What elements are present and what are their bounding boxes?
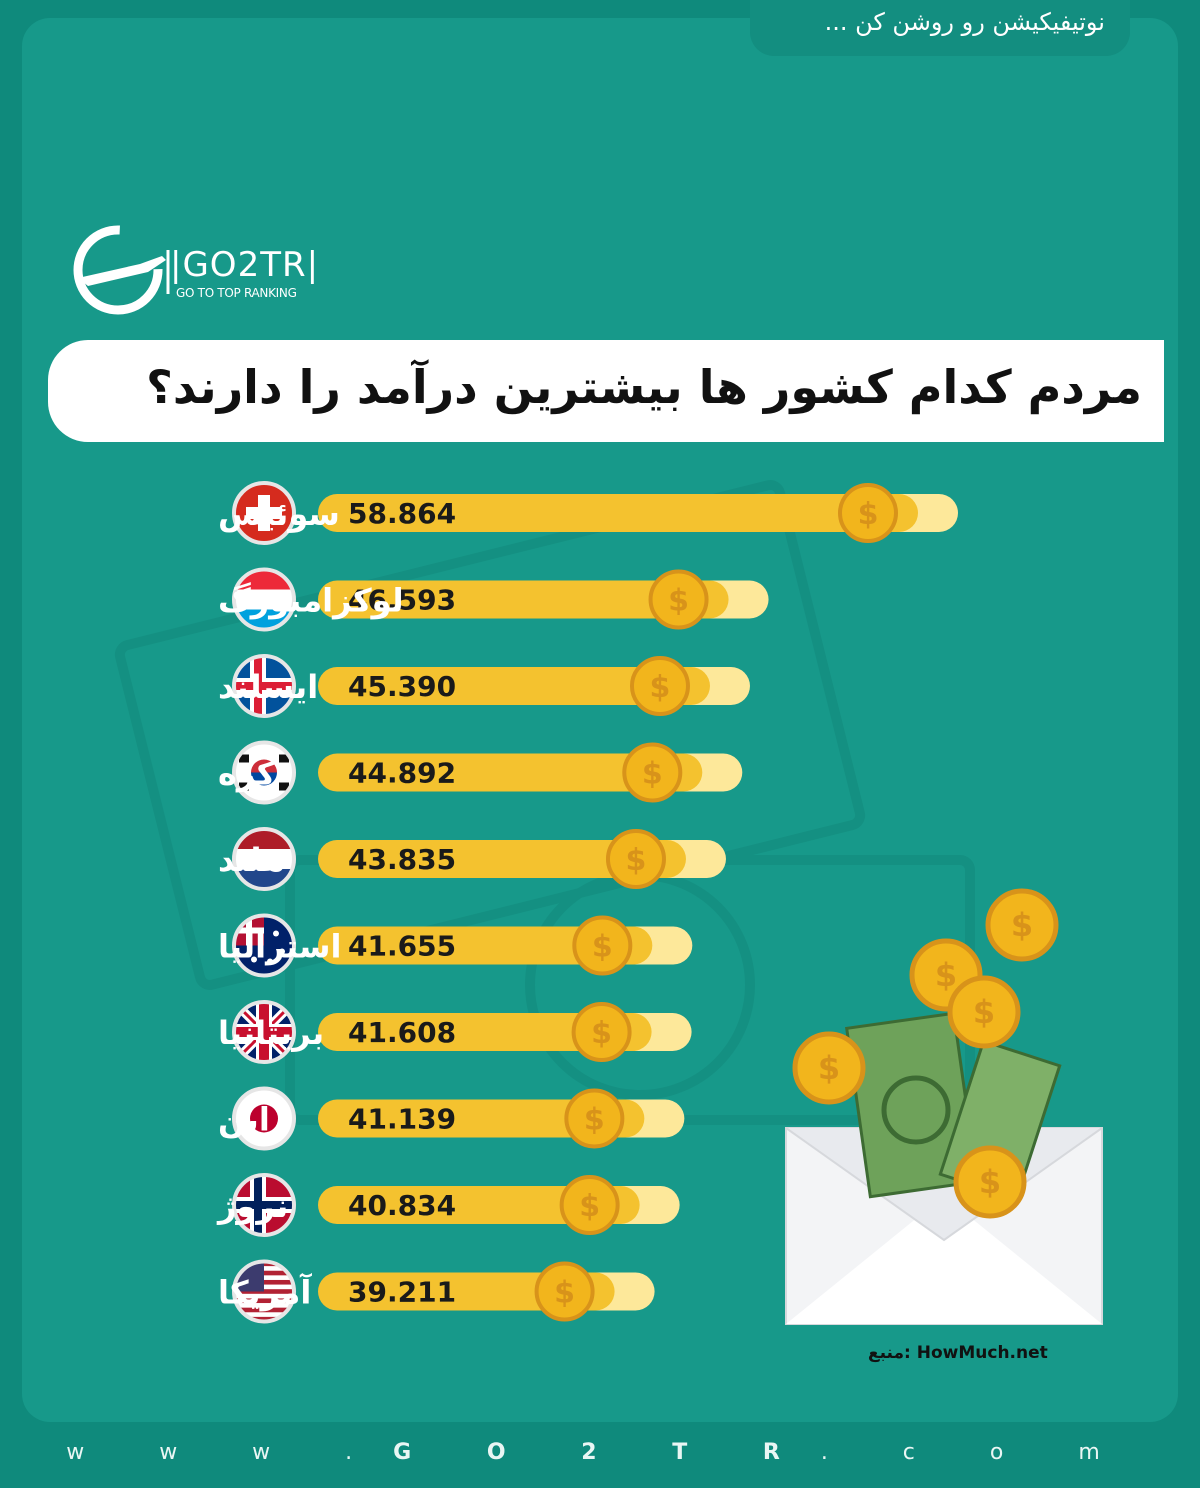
coin-icon	[605, 829, 666, 889]
flag-ring	[232, 1259, 296, 1324]
bar-row: 46.593 $ لوکزامبورگ	[218, 567, 769, 632]
title-banner	[48, 340, 1164, 442]
dollar-sign-icon: $	[858, 497, 879, 532]
country-label: ایسلند	[218, 668, 318, 706]
coin-icon	[534, 1261, 595, 1322]
bar-row: 40.834 $ نروژ	[216, 1173, 680, 1237]
footer-brand: G O 2 T R	[393, 1440, 814, 1465]
bar-value-label: 45.390	[348, 670, 456, 703]
bar-value-label: 41.608	[348, 1016, 456, 1049]
bar-value-label: 39.211	[348, 1276, 456, 1309]
flag-ring	[232, 1000, 296, 1064]
svg-text:$: $	[935, 956, 957, 994]
bar-value-label: 41.655	[348, 930, 456, 963]
country-label: لوکزامبورگ	[218, 582, 404, 620]
flag-ring	[232, 913, 296, 978]
dollar-sign-icon: $	[642, 757, 663, 792]
coin-icon	[572, 915, 633, 976]
money-envelope-illustration: $ $ $ $ $	[785, 888, 1103, 1325]
bar-value-label: 46.593	[348, 584, 456, 617]
flag-ring	[232, 654, 296, 718]
bar-row: 45.390 $ ایسلند	[218, 654, 750, 718]
notification-tab	[750, 0, 1130, 56]
income-bar	[318, 1186, 640, 1224]
bar-row: 41.139 $ ژاپن	[218, 1086, 685, 1151]
income-bar	[318, 494, 918, 532]
country-label: ژاپن	[218, 1101, 288, 1139]
income-bar	[318, 580, 729, 619]
dollar-sign-icon: $	[579, 1189, 600, 1224]
falling-coins: $ $ $ $ $	[792, 888, 1059, 1219]
logo-tagline: GO TO TOP RANKING	[176, 286, 297, 300]
svg-text:$: $	[979, 1163, 1001, 1201]
flag-ring	[232, 827, 296, 891]
dollar-sign-icon: $	[554, 1276, 575, 1311]
country-label: بریتانیا	[218, 1014, 324, 1052]
coin-icon	[571, 1002, 632, 1062]
country-label: هلند	[218, 841, 285, 879]
bar-value-label: 41.139	[348, 1103, 456, 1136]
logo-name: |GO2TR|	[170, 245, 320, 285]
dollar-sign-icon: $	[584, 1103, 605, 1138]
bar-row: 58.864 $ سوئیس	[218, 481, 958, 545]
korea-flag-icon	[234, 742, 294, 803]
website-footer: w w w . G O 2 T R . c o m	[0, 1440, 1200, 1465]
norway-flag-icon	[234, 1175, 294, 1235]
bar-row: 44.892 $ کره	[218, 740, 743, 805]
chart-title: مردم کدام کشور ها بیشترین درآمد را دارند…	[146, 360, 1142, 414]
flag-ring	[232, 567, 296, 632]
coin-icon	[648, 569, 709, 630]
flag-ring	[232, 1086, 296, 1151]
income-bar	[318, 1099, 645, 1138]
bar-row: 41.608 $ بریتانیا	[218, 1000, 692, 1064]
income-bar	[318, 926, 653, 965]
flag-ring	[232, 481, 296, 545]
income-bar	[318, 840, 686, 878]
coin-icon	[564, 1088, 625, 1149]
bar-value-label: 58.864	[348, 497, 456, 530]
dollar-sign-icon: $	[591, 1016, 612, 1051]
bar-row: 43.835 $ هلند	[218, 827, 726, 891]
coin-icon	[629, 656, 690, 716]
income-bar	[318, 1013, 652, 1051]
country-label: آمریکا	[218, 1273, 312, 1312]
switzerland-flag-icon	[234, 483, 294, 543]
bar-value-label: 44.892	[348, 757, 456, 790]
flag-ring	[232, 740, 296, 805]
bar-value-label: 40.834	[348, 1189, 456, 1222]
bar-value-label: 43.835	[348, 843, 456, 876]
flag-ring	[232, 1173, 296, 1237]
bar-row: 39.211 $ آمریکا	[218, 1259, 655, 1324]
coin-icon	[622, 742, 683, 803]
country-label: کره	[218, 755, 276, 793]
country-label: استرالیا	[218, 928, 341, 966]
dollar-sign-icon: $	[626, 843, 647, 878]
country-label: سوئیس	[218, 495, 340, 533]
bar-row: 41.655 $ استرالیا	[218, 913, 693, 978]
svg-text:$: $	[973, 993, 995, 1031]
coin-icon	[838, 483, 898, 543]
dollar-sign-icon: $	[650, 670, 671, 705]
japan-flag-icon	[234, 1088, 294, 1149]
dollar-sign-icon: $	[668, 584, 689, 619]
income-bar	[318, 667, 710, 705]
notification-text: نوتیفیکیشن رو روشن کن ...	[824, 8, 1105, 36]
svg-text:$: $	[818, 1049, 840, 1087]
coin-icon	[559, 1175, 620, 1235]
svg-text:$: $	[1011, 906, 1033, 944]
footer-suffix: . c o m	[820, 1440, 1134, 1465]
iceland-flag-icon	[234, 656, 294, 716]
plane-logo-icon	[73, 225, 170, 315]
source-credit: منبع: HowMuch.net	[868, 1343, 1048, 1363]
dollar-sign-icon: $	[592, 930, 613, 965]
footer-prefix: w w w .	[66, 1440, 387, 1465]
income-bar	[318, 753, 703, 792]
country-label: نروژ	[216, 1187, 288, 1225]
